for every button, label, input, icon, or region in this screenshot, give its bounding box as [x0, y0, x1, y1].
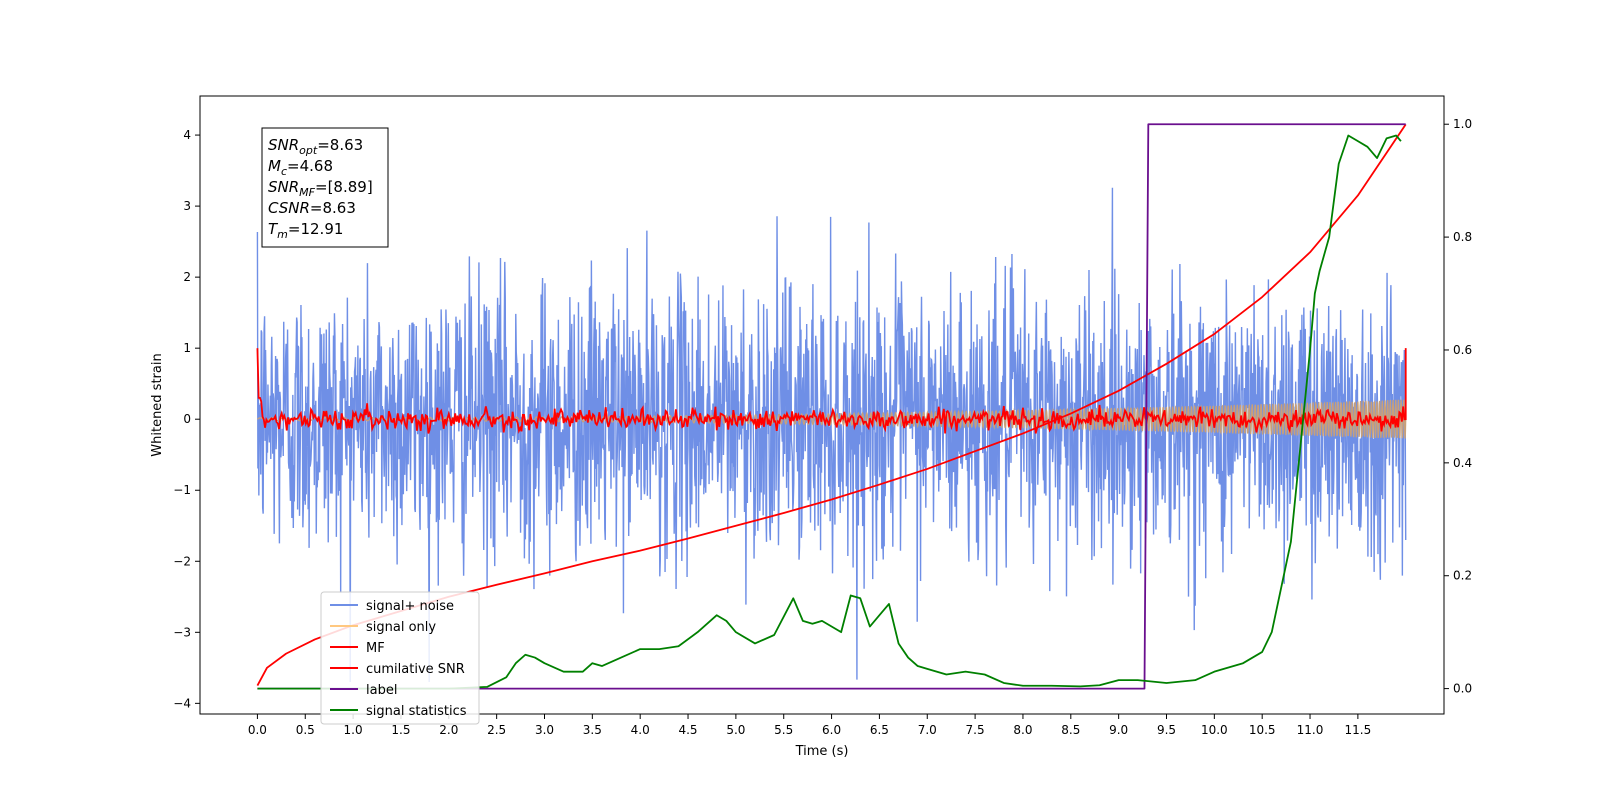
y-tick-label: −3: [173, 625, 191, 639]
x-tick-label: 1.5: [391, 723, 410, 737]
x-tick-label: 0.5: [296, 723, 315, 737]
y-tick-label: 2: [183, 270, 191, 284]
y-tick-label: −1: [173, 483, 191, 497]
x-tick-label: 4.5: [678, 723, 697, 737]
y-tick-label: −4: [173, 696, 191, 710]
x-tick-label: 7.5: [966, 723, 985, 737]
x-tick-label: 5.5: [774, 723, 793, 737]
annotation-line: Mc=4.68: [268, 157, 333, 178]
y-tick-label: −2: [173, 554, 191, 568]
x-axis-label: Time (s): [795, 744, 849, 759]
x-tick-label: 3.0: [535, 723, 554, 737]
x-tick-label: 2.0: [439, 723, 458, 737]
y2-tick-label: 0.4: [1453, 456, 1472, 470]
series-label: [257, 123, 1406, 690]
series-mf: [256, 348, 1407, 434]
y-axis-right: 0.0 0.2 0.4 0.6 0.8 1.0: [1444, 117, 1472, 696]
legend: signal+ noise signal only MF cumilative SNR…: [320, 591, 480, 725]
x-tick-label: 8.5: [1061, 723, 1080, 737]
y-tick-label: 1: [183, 341, 191, 355]
series-signal-statistics: [257, 134, 1402, 690]
series-signal-only: [257, 399, 1407, 439]
x-tick-label: 4.0: [631, 723, 650, 737]
y-tick-label: 3: [183, 199, 191, 213]
series-signal-noise: [256, 187, 1407, 683]
x-tick-label: 2.5: [487, 723, 506, 737]
annotation-line: SNRopt=8.63: [268, 136, 363, 157]
y-tick-label: 0: [183, 412, 191, 426]
x-tick-label: 11.5: [1345, 723, 1372, 737]
x-tick-label: 10.0: [1201, 723, 1228, 737]
x-axis: 0.0 0.5 1.0 1.5 2.0 2.5 3.0 3.5 4.0 4.5 5.0 5.5 6.0 6…: [248, 714, 1371, 737]
legend-entry: signal statistics: [366, 704, 467, 719]
y-axis-left: −4 −3 −2 −1 0 1 2 3 4: [173, 128, 200, 710]
x-tick-label: 9.5: [1157, 723, 1176, 737]
y2-tick-label: 1.0: [1453, 117, 1472, 131]
legend-entry: signal only: [366, 620, 436, 635]
legend-entry: cumilative SNR: [366, 662, 465, 677]
y2-tick-label: 0.8: [1453, 230, 1472, 244]
x-tick-label: 6.5: [870, 723, 889, 737]
y2-tick-label: 0.2: [1453, 569, 1472, 583]
legend-entry: MF: [366, 641, 385, 656]
legend-frame: [320, 591, 480, 725]
x-tick-label: 0.0: [248, 723, 267, 737]
y2-tick-label: 0.6: [1453, 343, 1472, 357]
y-tick-label: 4: [183, 128, 191, 142]
x-tick-label: 11.0: [1297, 723, 1324, 737]
x-tick-label: 6.0: [822, 723, 841, 737]
annotation-frame: [261, 127, 389, 248]
axes-frame: [199, 95, 1445, 715]
x-tick-label: 9.0: [1109, 723, 1128, 737]
x-tick-label: 1.0: [344, 723, 363, 737]
x-tick-label: 8.0: [1013, 723, 1032, 737]
annotation-line: Tm=12.91: [268, 220, 343, 241]
x-tick-label: 10.5: [1249, 723, 1276, 737]
x-tick-label: 7.0: [918, 723, 937, 737]
annotation-line: CSNR=8.63: [268, 199, 356, 217]
x-tick-label: 5.0: [726, 723, 745, 737]
y-axis-label: Whitened strain: [150, 353, 165, 456]
legend-entry: signal+ noise: [366, 599, 454, 614]
x-tick-label: 3.5: [583, 723, 602, 737]
y2-tick-label: 0.0: [1453, 682, 1472, 696]
legend-entry: label: [366, 683, 397, 698]
annotation-line: SNRMF=[8.89]: [268, 178, 373, 199]
